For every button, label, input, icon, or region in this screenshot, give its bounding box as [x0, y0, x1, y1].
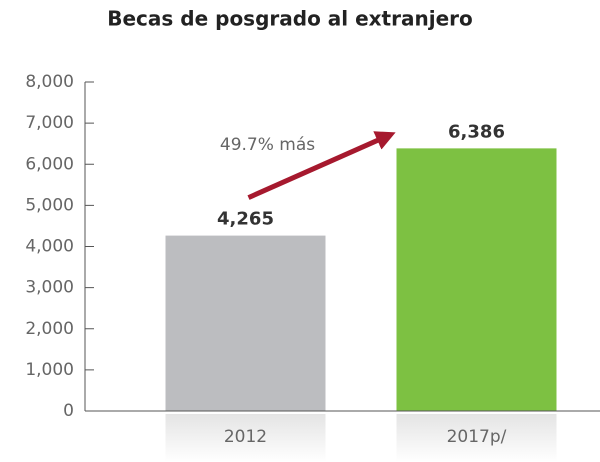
data-label: 6,386	[448, 121, 505, 142]
y-tick-label: 4,000	[25, 237, 74, 257]
y-tick-label: 0	[63, 401, 74, 421]
bar	[165, 235, 326, 411]
category-background	[165, 414, 326, 462]
x-tick-label: 2017p/	[447, 427, 507, 447]
data-label: 4,265	[217, 209, 274, 230]
trend-arrow	[247, 131, 396, 200]
y-tick-label: 7,000	[25, 113, 74, 133]
y-tick-label: 5,000	[25, 195, 74, 215]
bar	[396, 148, 557, 412]
x-tick-label: 2012	[224, 427, 267, 447]
y-tick-label: 2,000	[25, 319, 74, 339]
chart-title: Becas de posgrado al extranjero	[107, 7, 473, 31]
category-background	[396, 414, 557, 462]
y-tick-label: 8,000	[25, 72, 74, 92]
y-tick-label: 6,000	[25, 154, 74, 174]
y-tick-label: 3,000	[25, 278, 74, 298]
annotation: 49.7% más	[220, 135, 315, 155]
y-tick-label: 1,000	[25, 360, 74, 380]
